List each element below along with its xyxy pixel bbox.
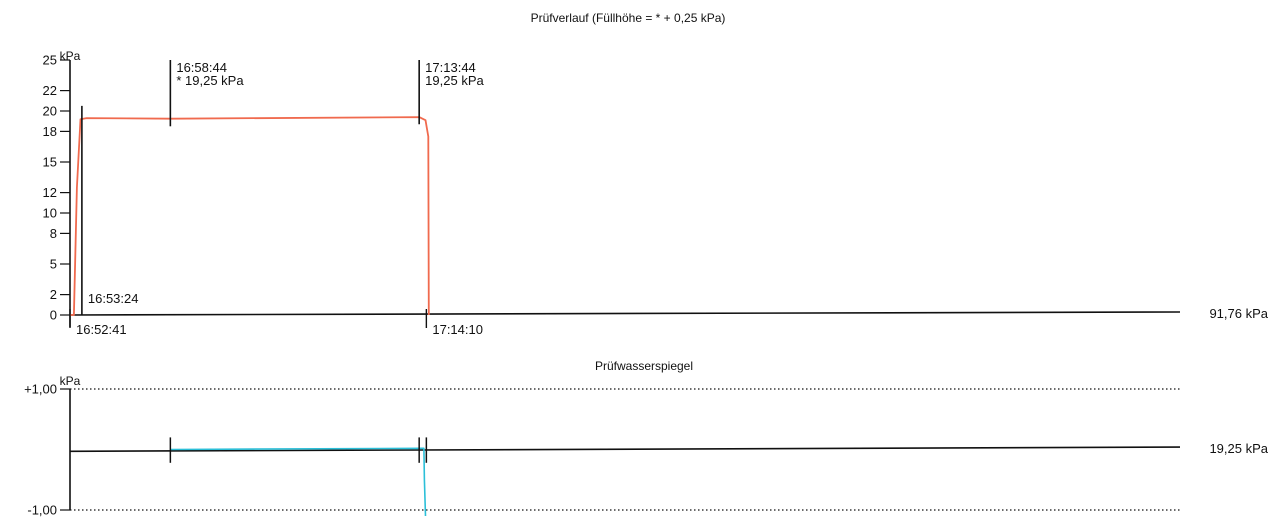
- top-chart-panel: Prüfverlauf (Füllhöhe = * + 0,25 kPa) kP…: [43, 11, 1269, 337]
- top-y-tick-label: 25: [43, 53, 57, 68]
- bottom-right-value: 19,25 kPa: [1209, 441, 1268, 456]
- top-y-tick-label: 22: [43, 83, 57, 98]
- top-marker-label: * 19,25 kPa: [176, 73, 244, 88]
- top-marker-label: 17:13:44: [425, 60, 476, 75]
- top-marker-label: 17:14:10: [432, 322, 483, 337]
- top-y-tick-label: 8: [50, 226, 57, 241]
- top-marker-label: 16:58:44: [176, 60, 227, 75]
- bottom-chart-title: Prüfwasserspiegel: [595, 359, 693, 373]
- top-y-tick-label: 0: [50, 308, 57, 323]
- top-y-tick-label: 20: [43, 104, 57, 119]
- bottom-chart-panel: Prüfwasserspiegel kPa 19,25 kPa +1,00 -1,…: [24, 359, 1269, 518]
- top-chart-title: Prüfverlauf (Füllhöhe = * + 0,25 kPa): [531, 11, 726, 25]
- top-baseline: [69, 311, 1181, 316]
- top-y-tick-label: 2: [50, 287, 57, 302]
- top-y-tick-label: 18: [43, 124, 57, 139]
- bottom-y-unit: kPa: [60, 374, 81, 388]
- top-y-tick-label: 15: [43, 155, 57, 170]
- top-y-tick-label: 12: [43, 185, 57, 200]
- top-right-value: 91,76 kPa: [1209, 306, 1268, 321]
- bottom-baseline: [69, 446, 1181, 453]
- top-y-tick-label: 10: [43, 206, 57, 221]
- bottom-series-line: [170, 447, 427, 517]
- top-marker-label: 16:53:24: [88, 291, 139, 306]
- top-series-line: [70, 116, 430, 316]
- bottom-y-tick-label: +1,00: [24, 382, 57, 397]
- top-marker-label: 16:52:41: [76, 322, 127, 337]
- top-y-tick-label: 5: [50, 257, 57, 272]
- top-marker-label: 19,25 kPa: [425, 73, 484, 88]
- bottom-y-tick-label: -1,00: [27, 503, 57, 518]
